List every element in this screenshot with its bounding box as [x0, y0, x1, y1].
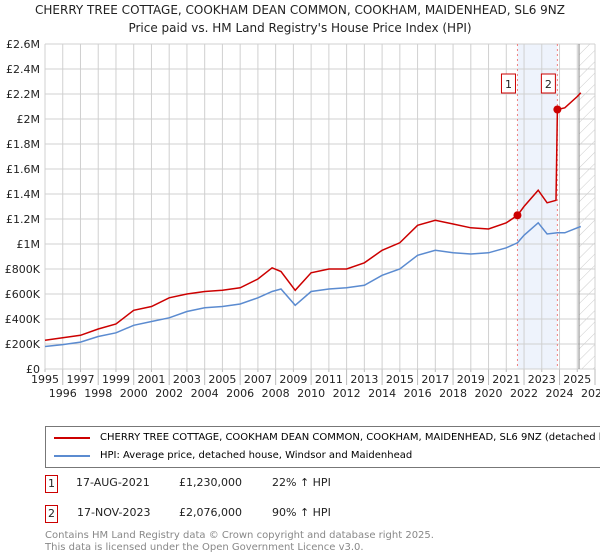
- x-tick-label: 1995: [31, 373, 59, 386]
- x-tick-label: 2020: [475, 387, 503, 400]
- y-tick-label: £800K: [5, 263, 41, 276]
- x-tick-label: 1999: [102, 373, 130, 386]
- sale-point: [513, 211, 522, 220]
- sale-label: 1: [505, 78, 512, 91]
- price-chart: 1995199619971998199920002001200220032004…: [5, 38, 600, 400]
- legend-label-property: CHERRY TREE COTTAGE, COOKHAM DEAN COMMON…: [100, 432, 600, 443]
- chart-subtitle: Price paid vs. HM Land Registry's House …: [128, 21, 472, 35]
- x-tick-label: 1998: [84, 387, 112, 400]
- x-tick-label: 2008: [262, 387, 290, 400]
- y-tick-label: £0: [26, 363, 40, 376]
- x-tick-label: 2003: [173, 373, 201, 386]
- legend: CHERRY TREE COTTAGE, COOKHAM DEAN COMMON…: [45, 426, 600, 468]
- footer-licence: This data is licensed under the Open Gov…: [45, 542, 364, 553]
- x-tick-label: 2014: [368, 387, 396, 400]
- chart-title: CHERRY TREE COTTAGE, COOKHAM DEAN COMMON…: [35, 3, 565, 17]
- x-tick-label: 2006: [226, 387, 254, 400]
- y-tick-label: £2.4M: [6, 63, 40, 76]
- sale-badge: 2: [45, 505, 58, 523]
- y-tick-label: £1.2M: [6, 213, 40, 226]
- x-tick-label: 2012: [333, 387, 361, 400]
- future-hatch: [579, 44, 595, 369]
- sale-hpi: 90% ↑ HPI: [272, 506, 331, 519]
- x-tick-label: 2018: [439, 387, 467, 400]
- hpi-line: [44, 221, 582, 348]
- footer-copyright: Contains HM Land Registry data © Crown c…: [45, 530, 434, 541]
- x-tick-label: 2023: [528, 373, 556, 386]
- y-tick-label: £1.8M: [6, 138, 40, 151]
- y-tick-label: £2.2M: [6, 88, 40, 101]
- x-tick-label: 2004: [191, 387, 219, 400]
- y-tick-label: £600K: [5, 288, 41, 301]
- x-tick-label: 2022: [510, 387, 538, 400]
- sale-hpi: 22% ↑ HPI: [272, 476, 331, 489]
- x-tick-label: 2026: [581, 387, 600, 400]
- x-tick-label: 2016: [404, 387, 432, 400]
- y-tick-label: £2.6M: [6, 38, 40, 51]
- sale-price: £2,076,000: [179, 506, 242, 519]
- x-tick-label: 2024: [546, 387, 574, 400]
- sale-badge: 1: [45, 475, 58, 493]
- x-tick-label: 2001: [137, 373, 165, 386]
- x-tick-label: 1997: [66, 373, 94, 386]
- sale-point: [553, 105, 562, 114]
- x-tick-label: 2021: [492, 373, 520, 386]
- sale-price: £1,230,000: [179, 476, 242, 489]
- sale-date: 17-NOV-2023: [77, 506, 151, 519]
- x-tick-label: 2005: [208, 373, 236, 386]
- x-tick-label: 2019: [457, 373, 485, 386]
- x-tick-label: 2017: [421, 373, 449, 386]
- x-tick-label: 2015: [386, 373, 414, 386]
- y-tick-label: £200K: [5, 338, 41, 351]
- sale-label-box: [540, 73, 556, 94]
- sale-label-box: [500, 73, 516, 94]
- x-tick-label: 2009: [279, 373, 307, 386]
- y-tick-label: £1.6M: [6, 163, 40, 176]
- x-tick-label: 2007: [244, 373, 272, 386]
- y-tick-label: £1M: [17, 238, 41, 251]
- y-tick-label: £1.4M: [6, 188, 40, 201]
- property-price-line: [44, 92, 582, 342]
- legend-item-property: CHERRY TREE COTTAGE, COOKHAM DEAN COMMON…: [54, 431, 600, 444]
- x-tick-label: 2011: [315, 373, 343, 386]
- y-tick-label: £2M: [17, 113, 41, 126]
- y-tick-label: £400K: [5, 313, 41, 326]
- sale-label: 2: [545, 78, 552, 91]
- footer: Contains HM Land Registry data © Crown c…: [45, 530, 434, 554]
- sale-date: 17-AUG-2021: [76, 476, 150, 489]
- legend-item-hpi: HPI: Average price, detached house, Wind…: [54, 449, 412, 462]
- x-tick-label: 2013: [350, 373, 378, 386]
- x-tick-label: 2000: [120, 387, 148, 400]
- legend-label-hpi: HPI: Average price, detached house, Wind…: [100, 450, 413, 461]
- x-tick-label: 2025: [563, 373, 591, 386]
- x-tick-label: 2002: [155, 387, 183, 400]
- x-tick-label: 2010: [297, 387, 325, 400]
- x-tick-label: 1996: [49, 387, 77, 400]
